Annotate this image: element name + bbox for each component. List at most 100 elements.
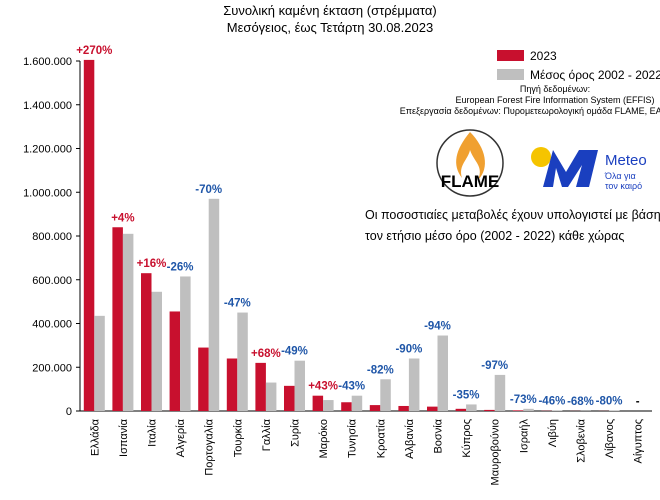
bar xyxy=(169,311,181,411)
bar xyxy=(408,358,420,411)
bar xyxy=(455,408,467,411)
meteo-tagline: τον καιρό xyxy=(605,181,642,191)
x-tick-label: Αίγυπτος xyxy=(633,419,645,464)
x-tick-label: Πορτογαλία xyxy=(204,418,216,475)
bar xyxy=(255,362,266,411)
x-tick-label: Ιταλία xyxy=(147,418,159,447)
y-tick-label: 400.000 xyxy=(32,319,72,331)
bar xyxy=(351,395,363,411)
bar xyxy=(312,395,324,411)
value-label: -90% xyxy=(395,344,422,356)
x-tick-label: Αλγερία xyxy=(175,418,187,457)
x-tick-label: Τυνησία xyxy=(347,418,359,458)
value-label: -68% xyxy=(567,396,594,408)
x-tick-label: Συρία xyxy=(290,418,302,447)
value-label: -94% xyxy=(424,321,451,333)
bar xyxy=(112,227,123,411)
value-label: -97% xyxy=(481,360,508,372)
x-tick-label: Αλβανία xyxy=(404,418,416,458)
value-label: -46% xyxy=(538,396,565,408)
bar xyxy=(141,273,152,411)
bar xyxy=(284,385,295,411)
legend-swatch xyxy=(497,69,524,80)
meteo-sun xyxy=(531,147,551,167)
source-text: Επεξεργασία δεδομένων: Πυρομετεωρολογική… xyxy=(400,106,660,116)
x-tick-label: Μαρόκο xyxy=(318,419,330,458)
y-tick-label: 1.400.000 xyxy=(23,100,72,112)
value-label: -73% xyxy=(510,394,537,406)
x-tick-label: Κροατία xyxy=(375,418,387,458)
y-tick-label: 1.200.000 xyxy=(23,144,72,156)
value-label: -43% xyxy=(338,381,365,393)
y-tick-label: 800.000 xyxy=(32,231,72,243)
x-tick-label: Κύπρος xyxy=(461,419,473,458)
value-label: -35% xyxy=(453,389,480,401)
bar xyxy=(341,402,352,411)
bar xyxy=(466,404,477,411)
source-text: Πηγή δεδομένων: xyxy=(520,84,590,94)
value-label: +16% xyxy=(137,258,167,270)
value-label: -26% xyxy=(167,261,194,273)
bar xyxy=(523,408,534,411)
x-tick-label: Γαλλία xyxy=(261,418,273,451)
bar xyxy=(208,198,220,411)
bar xyxy=(198,347,209,411)
flame-ring xyxy=(436,129,504,197)
bar xyxy=(437,335,448,411)
bar xyxy=(512,410,524,411)
meteo-text: Meteo xyxy=(605,152,647,169)
flame-logo: FLAME xyxy=(436,129,504,197)
value-label: -47% xyxy=(224,298,251,310)
bar xyxy=(180,276,191,411)
value-label: +4% xyxy=(111,212,134,224)
value-label: - xyxy=(636,396,640,408)
value-label: +68% xyxy=(251,348,281,360)
source-text: European Forest Fire Information System … xyxy=(455,95,654,105)
chart-title: Συνολική καμένη έκταση (στρέμματα) xyxy=(223,3,436,18)
chart-subtitle: Μεσόγειος, έως Τετάρτη 30.08.2023 xyxy=(227,20,433,35)
flame-text: FLAME xyxy=(441,172,500,191)
legend-label: Μέσος όρος 2002 - 2022 xyxy=(530,68,660,82)
x-tick-label: Ισραήλ xyxy=(518,419,530,454)
bar xyxy=(484,409,495,411)
value-label: -80% xyxy=(596,396,623,408)
flame-icon xyxy=(456,132,485,180)
bar xyxy=(380,379,391,411)
value-label: -70% xyxy=(195,184,222,196)
y-tick-label: 1.000.000 xyxy=(23,187,72,199)
x-tick-label: Μαυροβούνιο xyxy=(490,419,502,485)
bar xyxy=(237,312,248,411)
y-tick-label: 0 xyxy=(66,406,72,418)
value-label: +270% xyxy=(76,45,112,57)
bar xyxy=(83,59,95,411)
x-tick-label: Ισπανία xyxy=(118,418,130,457)
note-text: Οι ποσοστιαίες μεταβολές έχουν υπολογιστ… xyxy=(365,208,660,222)
meteo-mark xyxy=(543,150,598,187)
bar xyxy=(398,405,409,411)
bar xyxy=(151,291,162,411)
bar xyxy=(265,382,277,411)
bar xyxy=(323,400,334,411)
bar xyxy=(94,315,105,411)
bar xyxy=(369,405,381,411)
x-tick-label: Λιβύη xyxy=(547,419,559,447)
value-label: +43% xyxy=(308,381,338,393)
y-tick-label: 1.600.000 xyxy=(23,56,72,68)
bar xyxy=(427,406,438,411)
x-tick-label: Τουρκία xyxy=(232,418,244,457)
legend-swatch xyxy=(497,50,524,61)
meteo-tagline: Όλα για xyxy=(604,171,636,181)
bar xyxy=(294,360,305,411)
x-tick-label: Ελλάδα xyxy=(89,418,101,456)
value-label: -82% xyxy=(367,364,394,376)
x-tick-label: Λίβανος xyxy=(604,419,616,458)
meteo-logo: Meteo Όλα για τον καιρό xyxy=(531,147,647,191)
x-tick-label: Σλοβενία xyxy=(576,418,588,462)
bar xyxy=(494,374,506,411)
x-tick-label: Βοσνία xyxy=(433,418,445,453)
note-text: τον ετήσιο μέσο όρο (2002 - 2022) κάθε χ… xyxy=(365,229,624,243)
bar xyxy=(122,233,134,411)
bar xyxy=(226,358,238,411)
